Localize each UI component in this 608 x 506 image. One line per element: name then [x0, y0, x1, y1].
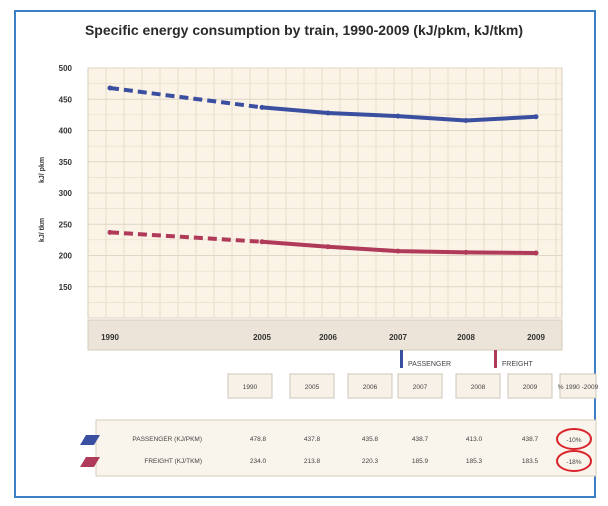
table-cell-value: 437.8: [304, 436, 321, 443]
x-tick-label: 1990: [101, 333, 119, 342]
table-header-year: 2009: [523, 384, 538, 391]
table-cell-value: 213.8: [304, 458, 321, 465]
table-header-cell: [289, 373, 335, 399]
legend-swatch-passenger: [400, 350, 403, 368]
table-header-year: 2006: [363, 384, 378, 391]
data-point-freight: [259, 239, 265, 245]
table-header-year: 2005: [305, 384, 320, 391]
table-row-label: PASSENGER (KJ/PKM): [132, 436, 202, 443]
y-tick-label: 400: [59, 127, 73, 136]
table-header-cell: [397, 373, 443, 399]
series-line-dashed-passenger: [109, 86, 263, 110]
data-point-freight: [325, 244, 331, 250]
y-axis-label-left: kJ/ tkm: [39, 218, 46, 242]
table-cell-value: 435.8: [362, 436, 379, 443]
y-tick-label: 300: [59, 189, 73, 198]
highlight-circle: [556, 428, 592, 450]
data-point-freight: [533, 250, 539, 256]
data-point-passenger: [107, 85, 113, 91]
table-header-cell: [507, 373, 553, 399]
table-header-year: 2008: [471, 384, 486, 391]
table-pct-value: -18%: [566, 459, 581, 466]
x-tick-label: 2008: [457, 333, 475, 342]
x-tick-label: 2005: [253, 333, 271, 342]
table-pct-value: -10%: [566, 437, 581, 444]
table-cell-value: 234.0: [250, 458, 267, 465]
y-tick-label: 150: [59, 283, 73, 292]
table-cell-value: 185.3: [466, 458, 483, 465]
table-header-year: 2007: [413, 384, 428, 391]
table-header-pct-cell: [559, 373, 597, 399]
x-tick-label: 2009: [527, 333, 545, 342]
table-cell-value: 185.9: [412, 458, 429, 465]
legend-label-passenger: PASSENGER: [408, 361, 451, 368]
legend-swatch-freight: [494, 350, 497, 368]
y-tick-label: 500: [59, 64, 73, 73]
y-axis-label-right: kJ/ pkm: [39, 157, 46, 183]
chart-title: Specific energy consumption by train, 19…: [84, 22, 524, 38]
y-tick-label: 250: [59, 220, 73, 229]
highlight-circle: [556, 450, 592, 472]
table-cell-value: 220.3: [362, 458, 379, 465]
data-point-passenger: [395, 113, 401, 119]
table-row-label: FREIGHT (KJ/TKM): [144, 458, 202, 465]
table-cell-value: 438.7: [412, 436, 429, 443]
data-point-passenger: [259, 104, 265, 110]
table-header-pct: % 1990 -2009: [558, 384, 599, 391]
x-axis-band: [87, 319, 563, 351]
x-tick-label: 2006: [319, 333, 337, 342]
data-point-passenger: [325, 110, 331, 116]
data-point-passenger: [463, 118, 469, 123]
table-header-year: 1990: [243, 384, 258, 391]
legend-label-freight: FREIGHT: [502, 361, 533, 368]
table-body: [95, 419, 597, 477]
table-cell-value: 438.7: [522, 436, 539, 443]
x-tick-label: 2007: [389, 333, 407, 342]
data-point-freight: [463, 249, 469, 255]
table-cell-value: 413.0: [466, 436, 483, 443]
y-tick-label: 200: [59, 252, 73, 261]
y-tick-label: 450: [59, 95, 73, 104]
data-point-freight: [107, 229, 113, 235]
table-header-cell: [455, 373, 501, 399]
data-point-freight: [395, 248, 401, 254]
series-line-dashed-freight: [109, 230, 263, 244]
row-marker-0: [80, 435, 100, 445]
data-point-passenger: [533, 114, 539, 120]
table-header-cell: [347, 373, 393, 399]
table-cell-value: 478.8: [250, 436, 267, 443]
table-cell-value: 183.5: [522, 458, 539, 465]
table-header-cell: [227, 373, 273, 399]
row-marker-1: [80, 457, 100, 467]
y-tick-label: 350: [59, 158, 73, 167]
